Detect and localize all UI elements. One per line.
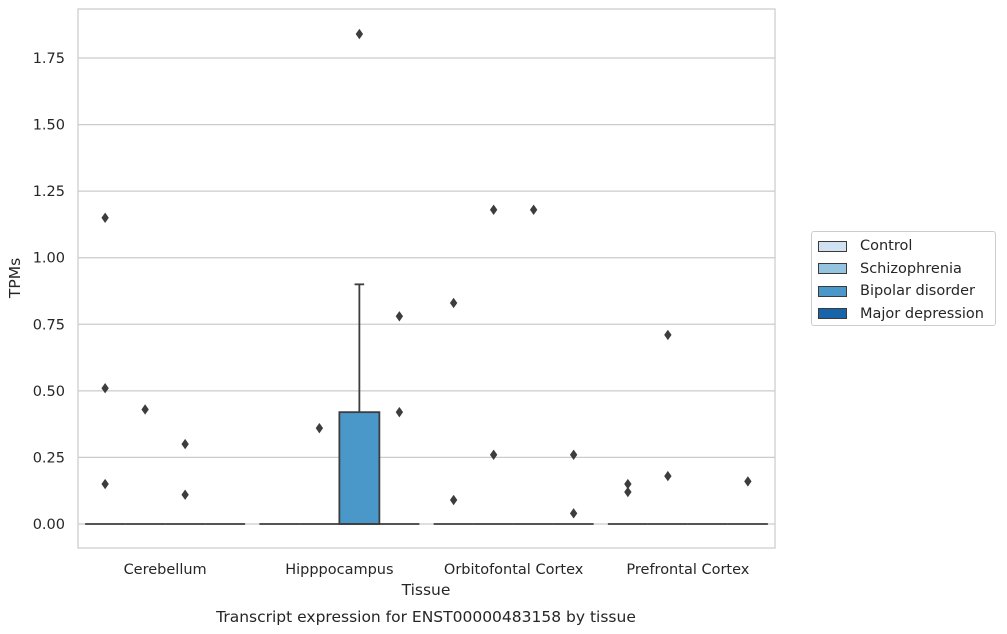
y-tick-label: 1.25 bbox=[33, 184, 65, 200]
y-tick-label: 0.25 bbox=[33, 450, 65, 466]
outlier-point bbox=[744, 476, 752, 487]
y-tick-label: 1.50 bbox=[33, 118, 65, 134]
y-tick-label: 1.00 bbox=[33, 251, 65, 267]
legend-item: Major depression bbox=[818, 303, 995, 326]
legend: Control Schizophrenia Bipolar disorder Majo… bbox=[811, 231, 996, 326]
outlier-point bbox=[664, 470, 672, 482]
y-tick-labels: 0.00 0.25 0.50 0.75 1.00 1.25 1.50 1.75 bbox=[33, 51, 65, 533]
legend-label: Schizophrenia bbox=[860, 260, 962, 277]
outlier-point bbox=[489, 204, 498, 215]
outlier-point bbox=[355, 28, 364, 40]
legend-item: Schizophrenia bbox=[818, 258, 995, 281]
outlier-point bbox=[624, 478, 632, 490]
x-tick-label: Hipppocampus bbox=[285, 562, 393, 578]
outlier-point bbox=[569, 508, 578, 519]
chart-title: Transcript expression for ENST0000048315… bbox=[215, 608, 636, 626]
y-tick-label: 0.75 bbox=[33, 317, 65, 333]
boxes bbox=[85, 283, 768, 525]
outlier-point bbox=[101, 383, 109, 394]
y-tick-label: 1.75 bbox=[33, 51, 65, 67]
legend-label: Control bbox=[860, 238, 913, 255]
outlier-point bbox=[141, 404, 149, 415]
legend-item: Control bbox=[818, 235, 995, 258]
outlier-point bbox=[624, 486, 632, 498]
legend-swatch bbox=[818, 285, 847, 297]
x-tick-labels: Cerebellum Hipppocampus Orbitofontal Corte… bbox=[124, 562, 750, 578]
outlier-point bbox=[664, 329, 672, 341]
outlier-point bbox=[449, 494, 458, 506]
legend-swatch bbox=[818, 263, 847, 275]
legend-item: Bipolar disorder bbox=[818, 280, 995, 303]
outlier-point bbox=[395, 406, 404, 418]
box bbox=[338, 283, 381, 525]
plot-frame bbox=[77, 8, 776, 549]
outlier-point bbox=[529, 204, 538, 215]
x-axis-label: Tissue bbox=[401, 581, 451, 599]
legend-label: Bipolar disorder bbox=[860, 283, 975, 300]
y-tick-label: 0.00 bbox=[33, 517, 65, 533]
outlier-point bbox=[181, 489, 189, 500]
box-body bbox=[338, 411, 381, 525]
outlier-point bbox=[489, 449, 498, 460]
outlier-point bbox=[449, 297, 458, 309]
legend-swatch bbox=[818, 308, 847, 320]
y-axis-label: TPMs bbox=[6, 258, 24, 299]
outlier-point bbox=[395, 311, 404, 322]
gridlines bbox=[78, 57, 775, 525]
x-tick-label: Orbitofontal Cortex bbox=[444, 562, 584, 578]
outlier-point bbox=[315, 422, 324, 434]
y-tick-label: 0.50 bbox=[33, 384, 65, 400]
outlier-point bbox=[101, 478, 109, 490]
outlier-point bbox=[569, 449, 578, 460]
x-tick-label: Cerebellum bbox=[124, 562, 207, 578]
legend-swatch bbox=[818, 240, 847, 252]
outlier-point bbox=[101, 212, 109, 223]
outlier-point bbox=[181, 438, 189, 450]
legend-label: Major depression bbox=[860, 305, 984, 322]
x-tick-label: Prefrontal Cortex bbox=[626, 562, 749, 578]
outliers bbox=[101, 28, 752, 519]
